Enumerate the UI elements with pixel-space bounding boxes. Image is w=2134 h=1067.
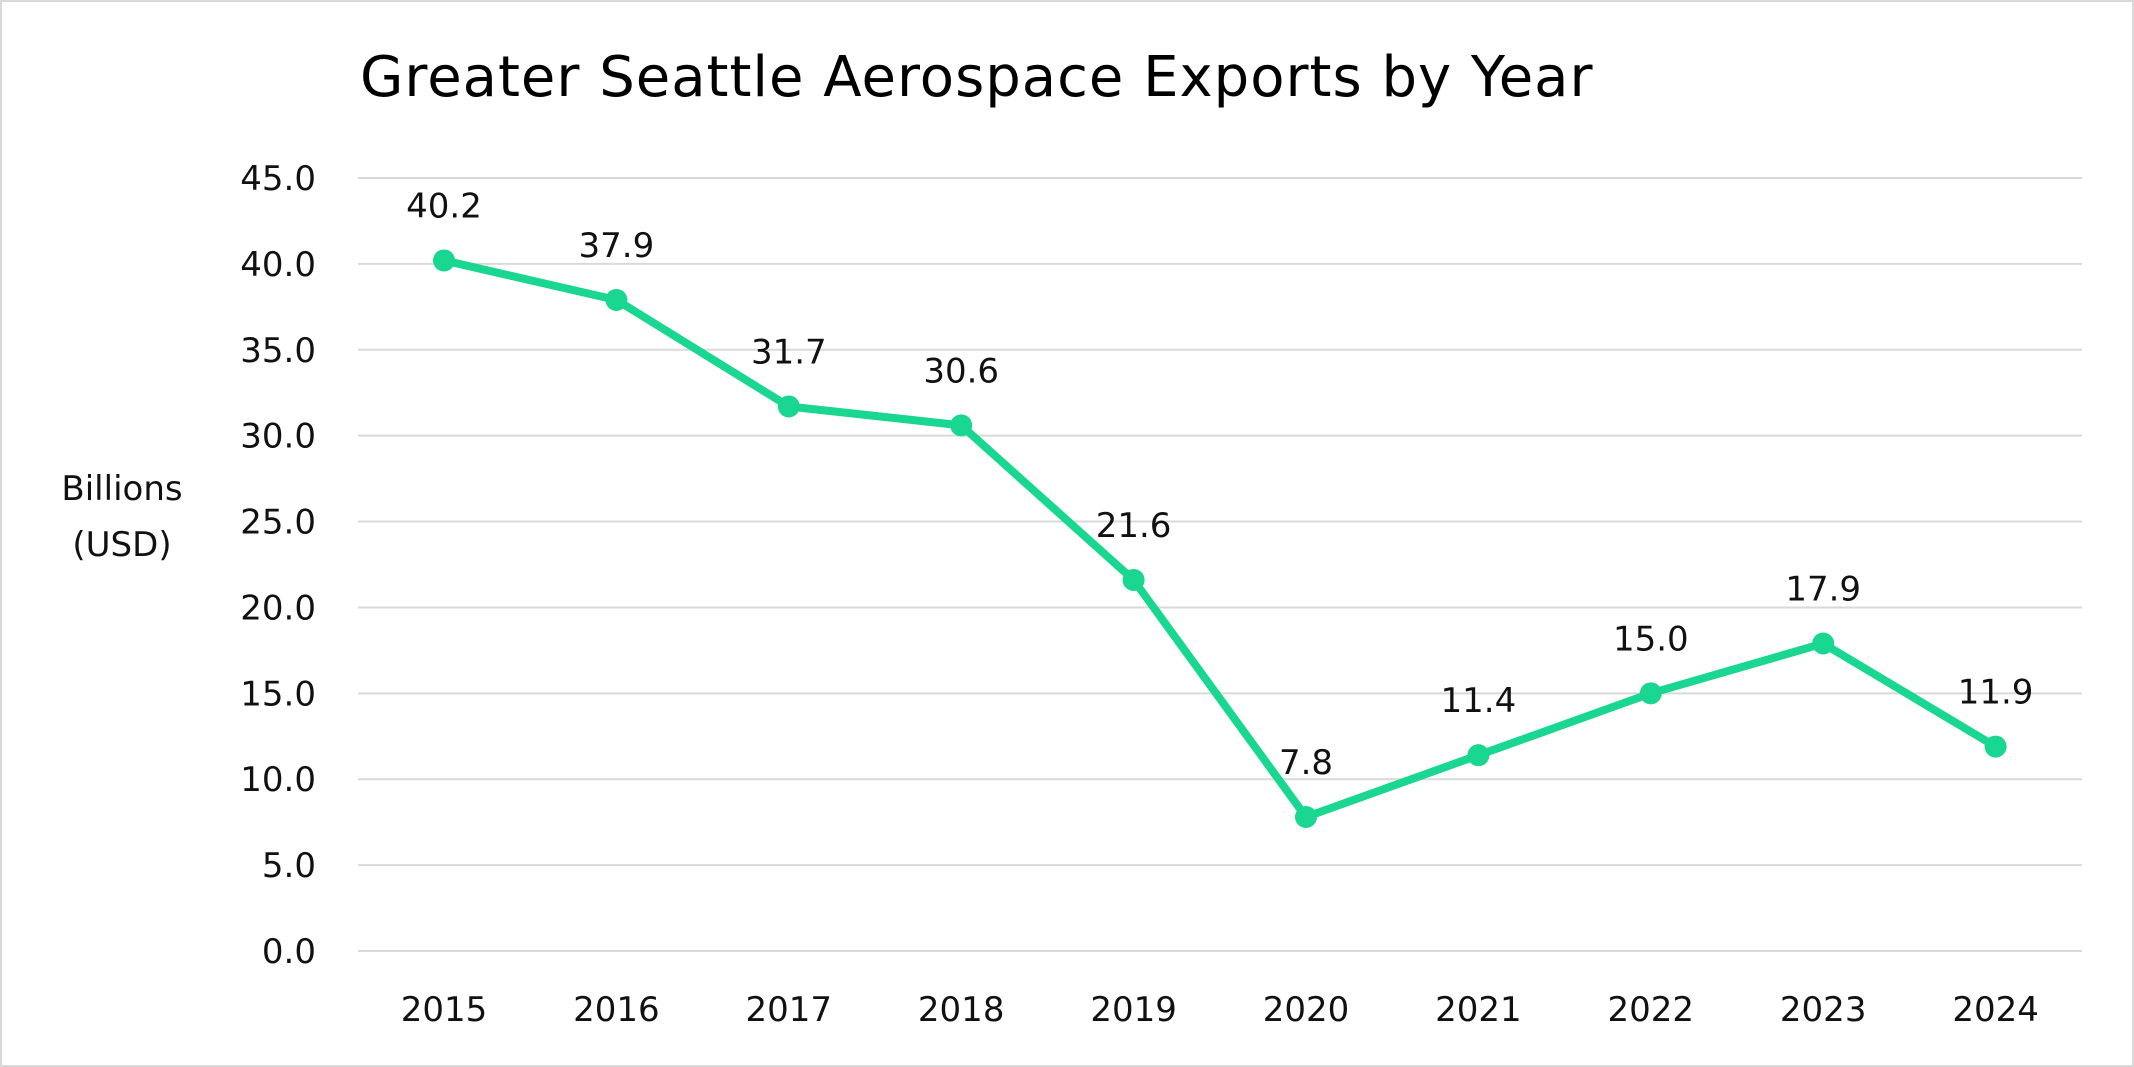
x-tick-label: 2020 bbox=[1263, 990, 1350, 1030]
y-tick-label: 15.0 bbox=[240, 674, 316, 714]
x-tick-label: 2021 bbox=[1435, 990, 1522, 1030]
data-point bbox=[433, 249, 455, 272]
data-point bbox=[1122, 568, 1145, 591]
y-tick-label: 0.0 bbox=[262, 932, 316, 972]
y-axis-label-line-1: Billions bbox=[61, 469, 182, 509]
data-point bbox=[1812, 632, 1835, 655]
x-tick-label: 2019 bbox=[1090, 990, 1177, 1030]
data-point bbox=[605, 288, 628, 311]
data-label: 37.9 bbox=[579, 226, 655, 266]
y-axis-label-line-2: (USD) bbox=[72, 525, 171, 565]
data-label: 40.2 bbox=[406, 186, 482, 226]
x-axis-ticks: 2015 2016 2017 2018 2019 2020 2021 2022 2023 2024 bbox=[401, 990, 2039, 1030]
x-tick-label: 2016 bbox=[573, 990, 660, 1030]
data-label: 21.6 bbox=[1096, 506, 1172, 546]
data-points bbox=[433, 249, 2007, 829]
x-tick-label: 2018 bbox=[918, 990, 1005, 1030]
data-point bbox=[950, 414, 973, 437]
series-line bbox=[440, 256, 2000, 822]
x-tick-label: 2015 bbox=[401, 990, 488, 1030]
data-label: 31.7 bbox=[751, 332, 827, 372]
y-tick-label: 45.0 bbox=[240, 159, 316, 199]
data-point bbox=[1295, 806, 1317, 829]
data-point bbox=[1984, 735, 2007, 758]
y-tick-label: 10.0 bbox=[240, 760, 316, 800]
chart-title: Greater Seattle Aerospace Exports by Yea… bbox=[360, 45, 1594, 110]
y-tick-label: 30.0 bbox=[240, 417, 316, 457]
x-tick-label: 2024 bbox=[1952, 990, 2039, 1030]
y-tick-label: 35.0 bbox=[240, 331, 316, 371]
y-tick-label: 25.0 bbox=[240, 503, 316, 543]
y-tick-label: 5.0 bbox=[262, 846, 316, 886]
data-labels: 40.2 37.9 31.7 30.6 21.6 7.8 11.4 15.0 17.9 11.9 bbox=[406, 186, 2033, 783]
data-point bbox=[1467, 744, 1490, 767]
gridlines bbox=[358, 177, 2082, 952]
data-label: 17.9 bbox=[1785, 570, 1861, 610]
data-label: 30.6 bbox=[923, 351, 999, 391]
y-tick-label: 20.0 bbox=[240, 588, 316, 628]
y-axis-ticks: 0.0 5.0 10.0 15.0 20.0 25.0 30.0 35.0 40.0 45.0 bbox=[240, 159, 316, 972]
data-point bbox=[1639, 682, 1662, 705]
y-tick-label: 40.0 bbox=[240, 245, 316, 285]
x-tick-label: 2023 bbox=[1780, 990, 1867, 1030]
series-line-group bbox=[440, 256, 2000, 822]
data-label: 7.8 bbox=[1279, 743, 1333, 783]
data-point bbox=[777, 395, 800, 418]
data-label: 11.4 bbox=[1441, 681, 1517, 721]
x-tick-label: 2022 bbox=[1608, 990, 1695, 1030]
data-label: 11.9 bbox=[1958, 673, 2034, 713]
data-label: 15.0 bbox=[1613, 619, 1689, 659]
x-tick-label: 2017 bbox=[746, 990, 833, 1030]
